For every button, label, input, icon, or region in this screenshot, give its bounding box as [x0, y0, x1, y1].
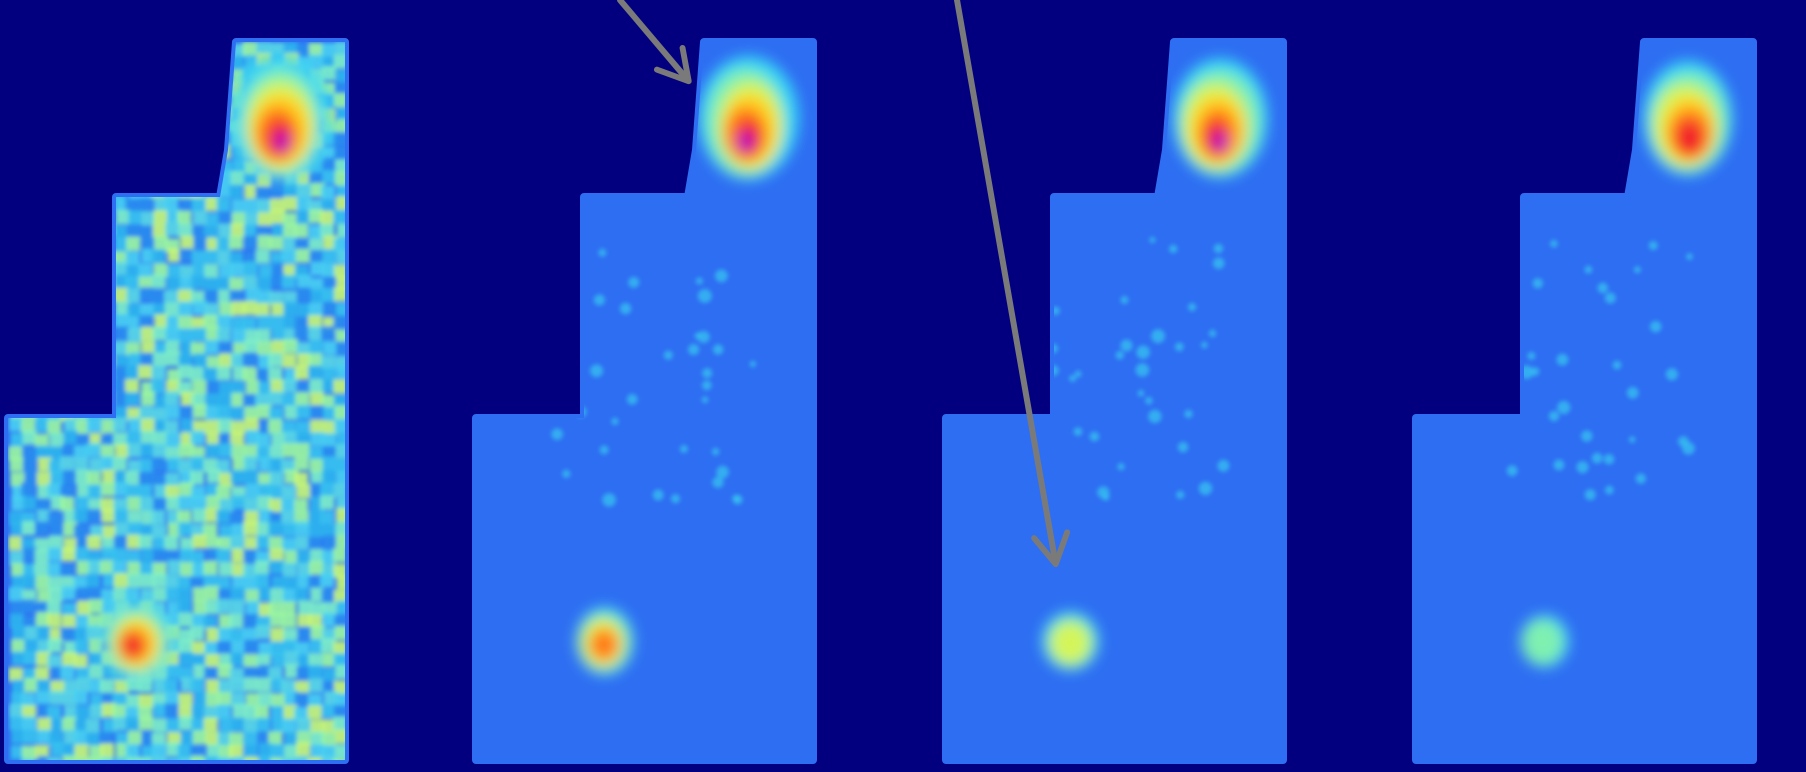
map-panel-4 [1412, 38, 1757, 764]
map-panel-3 [942, 38, 1287, 764]
north-hotspot [1643, 60, 1733, 176]
arrows-layer [617, 0, 1071, 568]
north-hotspot [698, 56, 799, 180]
panel-fill [551, 56, 799, 676]
panel-fill [1492, 60, 1733, 668]
north-hotspot [231, 56, 330, 180]
south-hotspot [1520, 614, 1569, 668]
annotation-arrow-south [954, 0, 1071, 568]
panel-fill [1021, 58, 1268, 671]
south-hotspot [576, 606, 634, 676]
north-hotspot [1172, 58, 1268, 178]
map-panel-2 [472, 38, 817, 764]
annotation-arrow-north [617, 0, 692, 85]
south-hotspot [101, 602, 173, 680]
panel-shape [1412, 38, 1757, 764]
panel-shape [472, 38, 817, 764]
south-hotspot [1042, 611, 1099, 671]
